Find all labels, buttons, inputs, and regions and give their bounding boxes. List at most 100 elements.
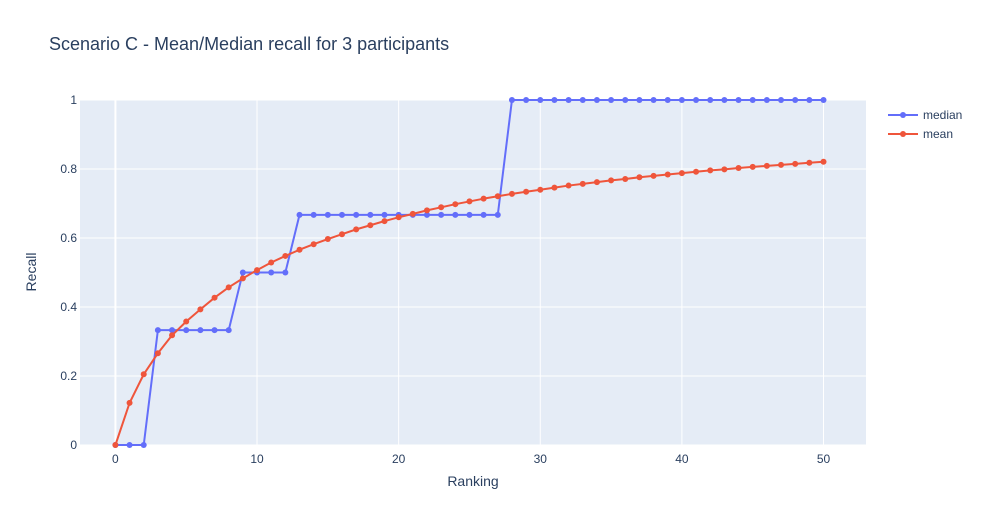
data-point-mean[interactable]: [225, 284, 232, 291]
data-point-mean[interactable]: [395, 214, 402, 221]
legend-item-mean[interactable]: mean: [888, 127, 953, 141]
data-point-median[interactable]: [310, 211, 317, 218]
data-point-mean[interactable]: [636, 174, 643, 181]
data-point-mean[interactable]: [154, 350, 161, 357]
data-point-mean[interactable]: [254, 267, 261, 274]
data-point-median[interactable]: [324, 211, 331, 218]
data-point-mean[interactable]: [508, 190, 515, 197]
data-point-mean[interactable]: [551, 184, 558, 191]
data-point-mean[interactable]: [693, 168, 700, 175]
data-point-mean[interactable]: [282, 252, 289, 259]
data-point-median[interactable]: [537, 97, 544, 103]
data-point-mean[interactable]: [466, 198, 473, 205]
data-point-median[interactable]: [438, 211, 445, 218]
data-point-median[interactable]: [154, 327, 161, 334]
data-point-mean[interactable]: [650, 172, 657, 179]
data-point-mean[interactable]: [296, 246, 303, 253]
data-point-mean[interactable]: [197, 306, 204, 313]
data-point-mean[interactable]: [112, 442, 119, 448]
data-point-median[interactable]: [268, 269, 275, 276]
data-point-mean[interactable]: [140, 371, 147, 378]
data-point-mean[interactable]: [423, 207, 430, 214]
data-point-median[interactable]: [806, 97, 813, 103]
data-point-mean[interactable]: [409, 210, 416, 217]
data-point-median[interactable]: [678, 97, 685, 103]
data-point-median[interactable]: [339, 211, 345, 218]
data-point-median[interactable]: [126, 442, 133, 448]
data-point-mean[interactable]: [820, 158, 827, 165]
data-point-median[interactable]: [792, 97, 799, 103]
data-point-median[interactable]: [353, 211, 360, 218]
data-point-median[interactable]: [565, 97, 572, 103]
data-point-mean[interactable]: [126, 399, 133, 406]
data-point-mean[interactable]: [806, 159, 813, 166]
data-point-median[interactable]: [211, 327, 218, 334]
data-point-mean[interactable]: [678, 170, 685, 177]
data-point-median[interactable]: [778, 97, 785, 103]
data-point-median[interactable]: [282, 269, 289, 276]
data-point-mean[interactable]: [707, 167, 714, 174]
data-point-median[interactable]: [239, 269, 246, 276]
data-point-mean[interactable]: [339, 231, 345, 238]
data-point-mean[interactable]: [480, 195, 487, 202]
data-point-median[interactable]: [494, 211, 501, 218]
data-point-mean[interactable]: [381, 218, 388, 225]
data-point-median[interactable]: [579, 97, 586, 103]
data-point-median[interactable]: [183, 327, 190, 334]
data-point-median[interactable]: [608, 97, 615, 103]
data-point-mean[interactable]: [593, 179, 600, 186]
data-point-median[interactable]: [820, 97, 827, 103]
data-point-mean[interactable]: [353, 226, 360, 233]
data-point-mean[interactable]: [494, 193, 501, 200]
data-point-mean[interactable]: [537, 186, 544, 193]
data-point-median[interactable]: [508, 97, 515, 103]
data-point-median[interactable]: [381, 211, 388, 218]
data-point-median[interactable]: [735, 97, 742, 103]
data-point-mean[interactable]: [792, 160, 799, 167]
data-point-mean[interactable]: [778, 161, 785, 168]
data-point-mean[interactable]: [310, 241, 317, 248]
legend[interactable]: median mean: [888, 108, 962, 141]
data-point-mean[interactable]: [721, 166, 728, 173]
data-point-median[interactable]: [650, 97, 657, 103]
data-point-median[interactable]: [707, 97, 714, 103]
data-point-median[interactable]: [636, 97, 643, 103]
data-point-mean[interactable]: [324, 236, 331, 243]
data-point-median[interactable]: [749, 97, 756, 103]
data-point-median[interactable]: [593, 97, 600, 103]
data-point-median[interactable]: [452, 211, 459, 218]
data-point-median[interactable]: [551, 97, 558, 103]
data-point-mean[interactable]: [268, 259, 275, 266]
data-point-mean[interactable]: [565, 182, 572, 189]
data-point-mean[interactable]: [438, 204, 445, 211]
data-point-mean[interactable]: [211, 294, 218, 301]
data-point-median[interactable]: [225, 327, 232, 334]
data-point-median[interactable]: [622, 97, 629, 103]
data-point-median[interactable]: [140, 442, 147, 448]
data-point-median[interactable]: [466, 211, 473, 218]
legend-item-median[interactable]: median: [888, 108, 962, 122]
data-point-median[interactable]: [480, 211, 487, 218]
data-point-median[interactable]: [763, 97, 770, 103]
data-point-mean[interactable]: [763, 162, 770, 169]
data-point-median[interactable]: [169, 327, 176, 334]
data-point-mean[interactable]: [183, 318, 190, 325]
data-point-mean[interactable]: [749, 163, 756, 170]
data-point-mean[interactable]: [169, 332, 176, 339]
data-point-mean[interactable]: [367, 222, 374, 229]
data-point-median[interactable]: [197, 327, 204, 334]
data-point-median[interactable]: [423, 211, 430, 218]
data-point-median[interactable]: [296, 211, 303, 218]
data-point-mean[interactable]: [608, 177, 615, 184]
data-point-mean[interactable]: [735, 164, 742, 171]
data-point-median[interactable]: [721, 97, 728, 103]
data-point-median[interactable]: [693, 97, 700, 103]
data-point-median[interactable]: [664, 97, 671, 103]
data-point-median[interactable]: [523, 97, 530, 103]
data-point-median[interactable]: [367, 211, 374, 218]
data-point-mean[interactable]: [239, 275, 246, 282]
data-point-mean[interactable]: [452, 201, 459, 208]
data-point-mean[interactable]: [622, 176, 629, 182]
data-point-mean[interactable]: [523, 188, 530, 195]
data-point-mean[interactable]: [664, 171, 671, 178]
